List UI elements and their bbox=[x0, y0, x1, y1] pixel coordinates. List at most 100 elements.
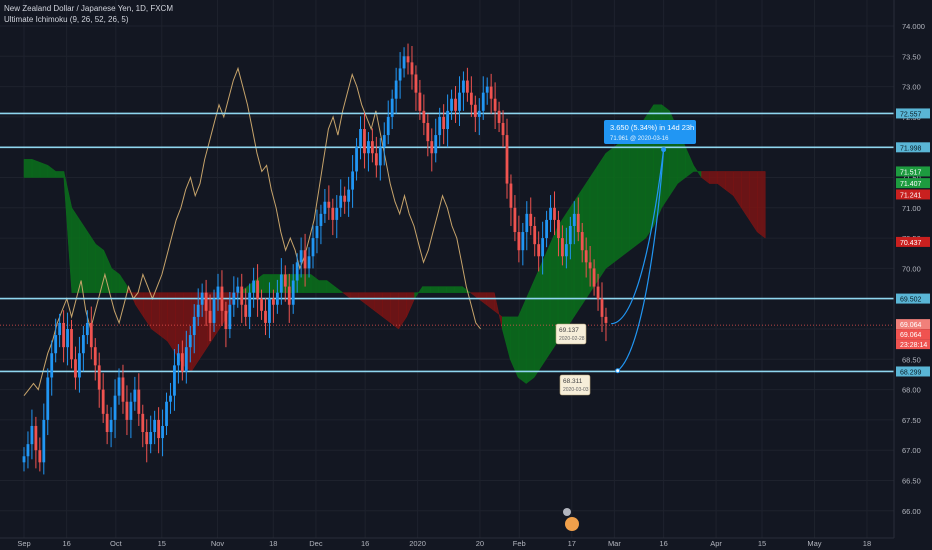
price-annotation[interactable]: 68.311 2020-03-03 bbox=[559, 374, 591, 396]
candle-up bbox=[367, 141, 370, 154]
candle-up bbox=[161, 425, 164, 439]
annotation-date: 2020-02-28 bbox=[559, 336, 585, 342]
y-tick-label: 74.000 bbox=[902, 22, 925, 31]
candle-down bbox=[70, 329, 73, 360]
candle-down bbox=[363, 129, 366, 154]
price-label-tag[interactable]: 70.437 bbox=[896, 236, 930, 247]
cloud-segment-bullish bbox=[613, 140, 623, 263]
x-tick-label: 16 bbox=[659, 539, 667, 548]
price-label-tag[interactable]: 23:28:14 bbox=[896, 339, 930, 350]
price-annotation[interactable]: 69.137 2020-02-28 bbox=[555, 323, 587, 345]
x-tick-label: Nov bbox=[211, 539, 225, 548]
candle-down bbox=[38, 450, 42, 463]
price-label-tag[interactable]: 71.998 bbox=[896, 142, 930, 153]
cloud-segment-bullish bbox=[302, 274, 312, 293]
candle-down bbox=[240, 286, 244, 305]
event-icon[interactable] bbox=[563, 508, 571, 516]
projection-curve[interactable] bbox=[617, 149, 665, 372]
candle-up bbox=[133, 389, 137, 402]
x-tick-label: 2020 bbox=[409, 539, 426, 548]
candle-down bbox=[97, 365, 101, 390]
projection-label-box[interactable] bbox=[604, 120, 696, 144]
y-tick-label: 73.00 bbox=[902, 83, 921, 92]
projection-start-dot[interactable] bbox=[615, 368, 621, 374]
price-label-tag[interactable]: 68.299 bbox=[896, 366, 930, 377]
y-tick-label: 73.50 bbox=[902, 52, 921, 61]
candle-down bbox=[469, 92, 473, 105]
lagging-span-line bbox=[23, 66, 481, 397]
candle-up bbox=[279, 274, 283, 293]
candle-down bbox=[121, 377, 125, 402]
annotation-box bbox=[559, 374, 591, 396]
price-axis[interactable] bbox=[894, 0, 932, 550]
x-tick-label: May bbox=[807, 539, 821, 548]
candle-down bbox=[264, 310, 267, 323]
candle-up bbox=[323, 201, 327, 214]
cloud-segment-bullish bbox=[23, 159, 33, 178]
candle-up bbox=[216, 286, 220, 299]
candle-up bbox=[398, 68, 402, 81]
x-tick-labels: Sep 16 Oct 15 Nov 18 Dec 16 2020 20 Feb 17 Mar 16 Apr 1… bbox=[17, 539, 871, 548]
candle-down bbox=[256, 280, 259, 299]
candle-down bbox=[105, 413, 109, 433]
candle-up bbox=[252, 280, 256, 293]
candle-up bbox=[58, 322, 62, 336]
candle-down bbox=[561, 238, 564, 257]
candle-up bbox=[307, 256, 311, 269]
cloud-segment-bullish bbox=[430, 286, 439, 293]
candle-up bbox=[212, 298, 216, 323]
price-label-text: 68.299 bbox=[900, 369, 922, 376]
candle-down bbox=[220, 286, 224, 311]
projection-curve-2[interactable] bbox=[611, 149, 665, 325]
candle-down bbox=[596, 286, 600, 299]
indicator-label[interactable]: Ultimate Ichimoku (9, 26, 52, 26, 5) bbox=[4, 15, 129, 24]
candle-down bbox=[537, 244, 541, 257]
x-tick-label: 20 bbox=[476, 539, 484, 548]
candle-down bbox=[93, 347, 97, 366]
price-label-tag[interactable]: 72.557 bbox=[896, 108, 930, 119]
cloud-segment-bullish bbox=[454, 286, 463, 293]
price-label-bg bbox=[896, 166, 930, 177]
cloud-segment-bullish bbox=[71, 206, 81, 293]
price-label-text: 69.064 bbox=[900, 332, 922, 339]
candle-up bbox=[46, 377, 50, 420]
price-label-tag[interactable]: 71.517 bbox=[896, 166, 930, 177]
candle-down bbox=[533, 225, 537, 245]
price-label-tag[interactable]: 71.407 bbox=[896, 178, 930, 189]
candle-up bbox=[355, 147, 358, 172]
candle-up bbox=[438, 116, 442, 136]
projection-end-dot[interactable] bbox=[661, 147, 667, 153]
price-label-tag[interactable]: 71.241 bbox=[896, 189, 930, 200]
cloud-segment-bullish bbox=[525, 280, 535, 385]
candle-up bbox=[390, 98, 394, 117]
candle-up bbox=[291, 280, 295, 305]
price-label-tag[interactable]: 69.064 bbox=[896, 319, 930, 330]
candle-up bbox=[78, 353, 81, 378]
candle-down bbox=[89, 322, 93, 348]
candle-down bbox=[125, 401, 129, 420]
price-label-bg bbox=[896, 189, 930, 200]
candle-up bbox=[549, 207, 552, 220]
candle-up bbox=[169, 395, 172, 402]
y-tick-label: 67.00 bbox=[902, 446, 921, 455]
x-tick-label: Oct bbox=[110, 539, 123, 548]
price-label-text: 71.241 bbox=[900, 192, 922, 199]
x-tick-label: Apr bbox=[710, 539, 722, 548]
candle-up bbox=[335, 207, 339, 220]
symbol-title[interactable]: New Zealand Dollar / Japanese Yen, 1D, F… bbox=[4, 4, 173, 13]
candle-up bbox=[113, 395, 117, 420]
candle-down bbox=[406, 56, 410, 63]
price-label-tag[interactable]: 69.064 bbox=[896, 329, 930, 340]
candle-down bbox=[493, 98, 497, 111]
price-label-tag[interactable]: 69.502 bbox=[896, 293, 930, 304]
candle-down bbox=[588, 262, 592, 269]
earnings-icon[interactable] bbox=[565, 517, 579, 531]
candle-up bbox=[228, 304, 232, 329]
x-tick-label: 16 bbox=[361, 539, 369, 548]
candle-up bbox=[176, 353, 180, 366]
candle-down bbox=[101, 389, 105, 414]
candle-up bbox=[188, 335, 192, 348]
candle-down bbox=[466, 80, 469, 93]
